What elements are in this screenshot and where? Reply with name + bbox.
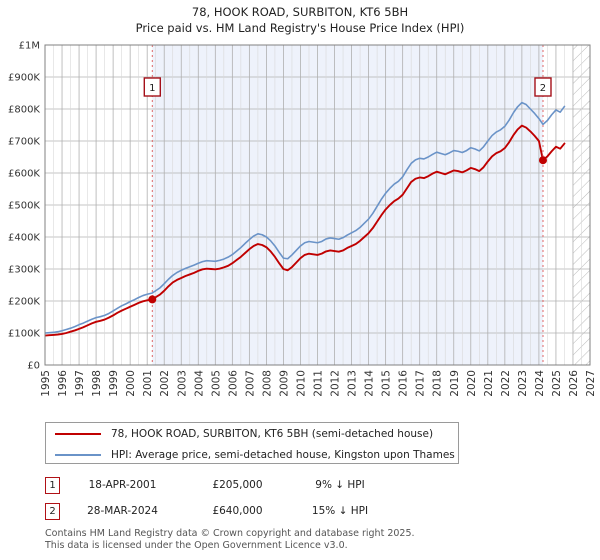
x-axis-tick-label: 2004 [193,370,205,397]
x-axis-tick-label: 2012 [330,370,342,397]
x-axis-tick-label: 1995 [40,370,52,397]
property-price-line [45,124,566,337]
y-axis-tick-label: £400K [8,233,40,244]
annotation-number-box[interactable] [143,77,161,97]
y-axis-tick-label: £0 [27,361,40,372]
x-axis-tick-label: 2015 [381,370,393,397]
x-axis-tick-label: 2023 [517,370,529,397]
transaction-marker-number: 2 [45,502,60,520]
x-axis-tick-label: 2002 [159,370,171,397]
y-axis-tick-label: £200K [8,297,40,308]
x-axis-tick-label: 2011 [313,370,325,397]
transaction-row[interactable]: 1 18-APR-2001 £205,000 9% ↓ HPI [45,474,465,496]
transaction-marker-number: 1 [45,476,60,494]
y-axis-tick-label: £300K [8,265,40,276]
y-axis-tick-label: £100K [8,329,40,340]
x-axis-tick-label: 2010 [295,370,307,397]
x-axis-tick-label: 2009 [278,370,290,397]
x-axis-tick-label: 2020 [466,370,478,397]
x-axis-tick-label: 2007 [244,370,256,397]
y-axis-tick-label: £1M [19,41,40,52]
x-axis-tick-label: 2027 [585,370,597,397]
footer-line-2: This data is licensed under the Open Gov… [45,539,348,551]
x-axis-tick-label: 1998 [91,370,103,397]
x-axis-tick-label: 2019 [449,370,461,397]
x-axis-tick-label: 2021 [483,370,495,397]
hpi-average-line [45,101,566,334]
x-axis-tick-label: 2014 [364,370,376,397]
copyright-footer: Contains HM Land Registry data © Crown c… [45,528,575,551]
title-block: 78, HOOK ROAD, SURBITON, KT6 5BH Price p… [0,4,600,36]
x-axis-tick-label: 2024 [534,370,546,397]
page-title: 78, HOOK ROAD, SURBITON, KT6 5BH [191,5,409,19]
x-axis-tick-label: 1999 [108,370,120,397]
chart-legend: 78, HOOK ROAD, SURBITON, KT6 5BH (semi-d… [45,422,459,464]
legend-swatch-property [55,432,101,435]
transaction-point-marker[interactable] [538,156,547,165]
legend-label-property: 78, HOOK ROAD, SURBITON, KT6 5BH (semi-d… [111,427,434,440]
x-axis-tick-label: 2006 [227,370,239,397]
legend-item-hpi: HPI: Average price, semi-detached house,… [46,444,458,465]
plot-border [44,44,591,366]
transaction-price: £205,000 [212,479,263,491]
x-axis-tick-label: 2018 [432,370,444,397]
transaction-point-marker[interactable] [148,295,157,304]
y-axis-tick-label: £800K [8,105,40,116]
x-axis-tick-label: 2025 [551,370,563,397]
legend-item-property: 78, HOOK ROAD, SURBITON, KT6 5BH (semi-d… [46,423,458,444]
y-axis-tick-label: £900K [8,73,40,84]
footer-line-1: Contains HM Land Registry data © Crown c… [45,528,415,539]
x-axis-tick-label: 2026 [568,370,580,397]
x-axis-tick-label: 2003 [176,370,188,397]
x-axis-tick-label: 1997 [74,370,86,397]
x-axis-tick-label: 2001 [142,370,154,397]
y-axis-ticks: £0 £100K £200K £300K £400K £500K £600K £700K £80… [8,41,40,372]
transaction-hpi-delta: 9% ↓ HPI [315,479,365,491]
x-axis-tick-label: 2016 [398,370,410,397]
transaction-hpi-delta: 15% ↓ HPI [311,505,369,517]
legend-swatch-hpi [55,453,101,456]
transaction-row[interactable]: 2 28-MAR-2024 £640,000 15% ↓ HPI [45,500,465,522]
annotation-number-box[interactable] [534,77,552,97]
x-axis-tick-label: 2022 [500,370,512,397]
y-axis-tick-label: £500K [8,201,40,212]
x-axis-tick-label: 2013 [347,370,359,397]
annotation-number-label: 1 [149,83,155,94]
page-subtitle: Price paid vs. HM Land Registry's House … [135,21,465,35]
transaction-date: 28-MAR-2024 [87,505,158,517]
y-axis-tick-label: £600K [8,169,40,180]
price-history-chart: £0 £100K £200K £300K £400K £500K £600K £700K £80… [8,41,597,397]
x-axis-tick-label: 2005 [210,370,222,397]
legend-label-hpi: HPI: Average price, semi-detached house,… [111,448,455,461]
y-axis-tick-label: £700K [8,137,40,148]
annotation-number-label: 2 [540,83,546,94]
x-axis-tick-label: 2017 [415,370,427,397]
transaction-price: £640,000 [212,505,263,517]
x-axis-tick-label: 2008 [261,370,273,397]
x-axis-ticks: 1995 1996 1997 1998 1999 2000 2001 2002 2003 2004… [40,370,597,397]
x-axis-tick-label: 1996 [57,370,69,397]
transaction-date: 18-APR-2001 [88,479,157,491]
x-axis-tick-label: 2000 [125,370,137,397]
